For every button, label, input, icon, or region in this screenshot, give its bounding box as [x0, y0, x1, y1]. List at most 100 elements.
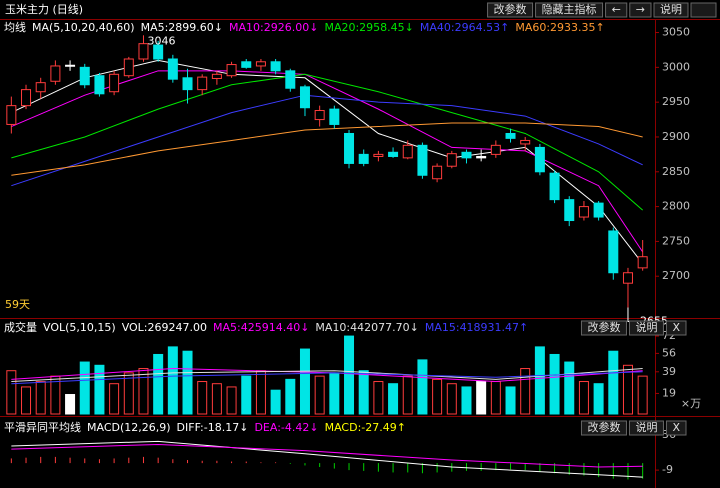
- button[interactable]: [605, 2, 628, 18]
- volume-bar: [35, 381, 46, 415]
- candle-body: [358, 153, 369, 164]
- volume-bar: [109, 383, 120, 415]
- volume-bar: [153, 353, 164, 415]
- candle-body: [578, 206, 589, 218]
- indicator-line: [11, 440, 643, 478]
- indicator-line: [11, 73, 643, 211]
- indicator-line: [11, 94, 643, 187]
- candle-body: [402, 144, 413, 159]
- candle-body: [373, 153, 384, 157]
- legend-text: 平滑异同平均线: [4, 420, 81, 434]
- button-label[interactable]: →: [636, 3, 645, 16]
- legend-text: VOL(5,10,15): [43, 321, 116, 334]
- volume-bar: [402, 375, 413, 415]
- candle-body: [329, 108, 340, 125]
- button-label[interactable]: 改参数: [494, 2, 527, 16]
- button[interactable]: [665, 320, 687, 336]
- button[interactable]: [653, 2, 689, 18]
- legend-text: DIFF:-18.17↓: [177, 421, 249, 434]
- candle-body: [476, 155, 487, 159]
- button-label[interactable]: X: [672, 321, 680, 334]
- candle-body: [608, 230, 619, 274]
- candle-body: [388, 151, 399, 157]
- volume-bar: [461, 386, 472, 415]
- candle-body: [299, 86, 310, 109]
- button[interactable]: [580, 320, 627, 336]
- icon-button[interactable]: [690, 2, 717, 18]
- y-tick-label: 56: [662, 346, 676, 359]
- volume-bar: [637, 375, 648, 415]
- button-label[interactable]: 改参数: [587, 420, 620, 434]
- y-tick-label: 2800: [662, 200, 690, 213]
- legend-text: MA15:418931.47↑: [425, 321, 528, 334]
- button-label[interactable]: 说明: [635, 420, 657, 434]
- button[interactable]: [580, 420, 627, 436]
- candle-body: [255, 61, 266, 67]
- legend-text: MA40:2964.53↑: [420, 21, 509, 34]
- volume-bar: [197, 381, 208, 415]
- candle-body: [123, 58, 134, 77]
- button[interactable]: [535, 2, 604, 18]
- y-tick-label: 2750: [662, 234, 690, 247]
- volume-bar: [490, 381, 501, 415]
- volume-bar: [358, 370, 369, 415]
- button[interactable]: [487, 2, 534, 18]
- candle-body: [446, 153, 457, 167]
- volume-bar: [182, 350, 193, 415]
- button[interactable]: [628, 420, 664, 436]
- button-label[interactable]: 说明: [660, 2, 682, 16]
- button[interactable]: [665, 420, 687, 436]
- legend-text: MACD:-27.49↑: [325, 421, 406, 434]
- candle-body: [314, 110, 325, 121]
- candle-body: [65, 64, 76, 67]
- indicator-line: [11, 122, 643, 176]
- y-tick-label: 3050: [662, 26, 690, 39]
- candle-body: [564, 199, 575, 222]
- candle-body: [461, 151, 472, 159]
- candle-body: [432, 165, 443, 180]
- unit-label: ×万: [681, 397, 701, 410]
- button[interactable]: [629, 2, 652, 18]
- volume-bar: [534, 346, 545, 415]
- candle-body: [226, 64, 237, 77]
- legend-text: MA10:442077.70↓: [315, 321, 418, 334]
- legend-text: MA5:2899.60↓: [141, 21, 223, 34]
- button[interactable]: [628, 320, 664, 336]
- candle-body: [50, 65, 61, 82]
- y-tick-label: 2950: [662, 95, 690, 108]
- indicator-line: [11, 59, 644, 264]
- button-label[interactable]: X: [672, 421, 680, 434]
- legend-text: 均线: [4, 20, 26, 34]
- legend-text: MA60:2933.35↑: [515, 21, 604, 34]
- volume-bar: [79, 361, 90, 415]
- candle-body: [490, 144, 501, 155]
- y-tick-label: -9: [662, 463, 673, 476]
- candle-body: [241, 61, 252, 68]
- button-label[interactable]: 说明: [635, 320, 657, 334]
- volume-bar: [94, 364, 105, 415]
- candle-body: [167, 58, 178, 80]
- volume-bar: [549, 353, 560, 415]
- button-label[interactable]: ←: [612, 3, 621, 16]
- y-tick-label: 19: [662, 386, 676, 399]
- volume-bar: [167, 346, 178, 415]
- volume-bar: [432, 378, 443, 415]
- button-label[interactable]: 隐藏主指标: [542, 2, 597, 16]
- volume-bar: [226, 386, 237, 415]
- volume-bar: [388, 383, 399, 415]
- legend-text: MACD(12,26,9): [87, 421, 171, 434]
- candle-body: [182, 77, 193, 91]
- candle-body: [138, 43, 149, 60]
- volume-bar: [578, 381, 589, 415]
- button-label[interactable]: 改参数: [587, 320, 620, 334]
- indicator-line: [11, 443, 643, 468]
- candle-body: [520, 139, 531, 145]
- volume-bar: [314, 375, 325, 415]
- volume-bar: [255, 370, 266, 415]
- legend-text: MA10:2926.00↓: [229, 21, 318, 34]
- volume-bar: [564, 361, 575, 415]
- volume-bar: [123, 372, 134, 415]
- candle-body: [94, 75, 105, 95]
- candle-body: [109, 73, 120, 93]
